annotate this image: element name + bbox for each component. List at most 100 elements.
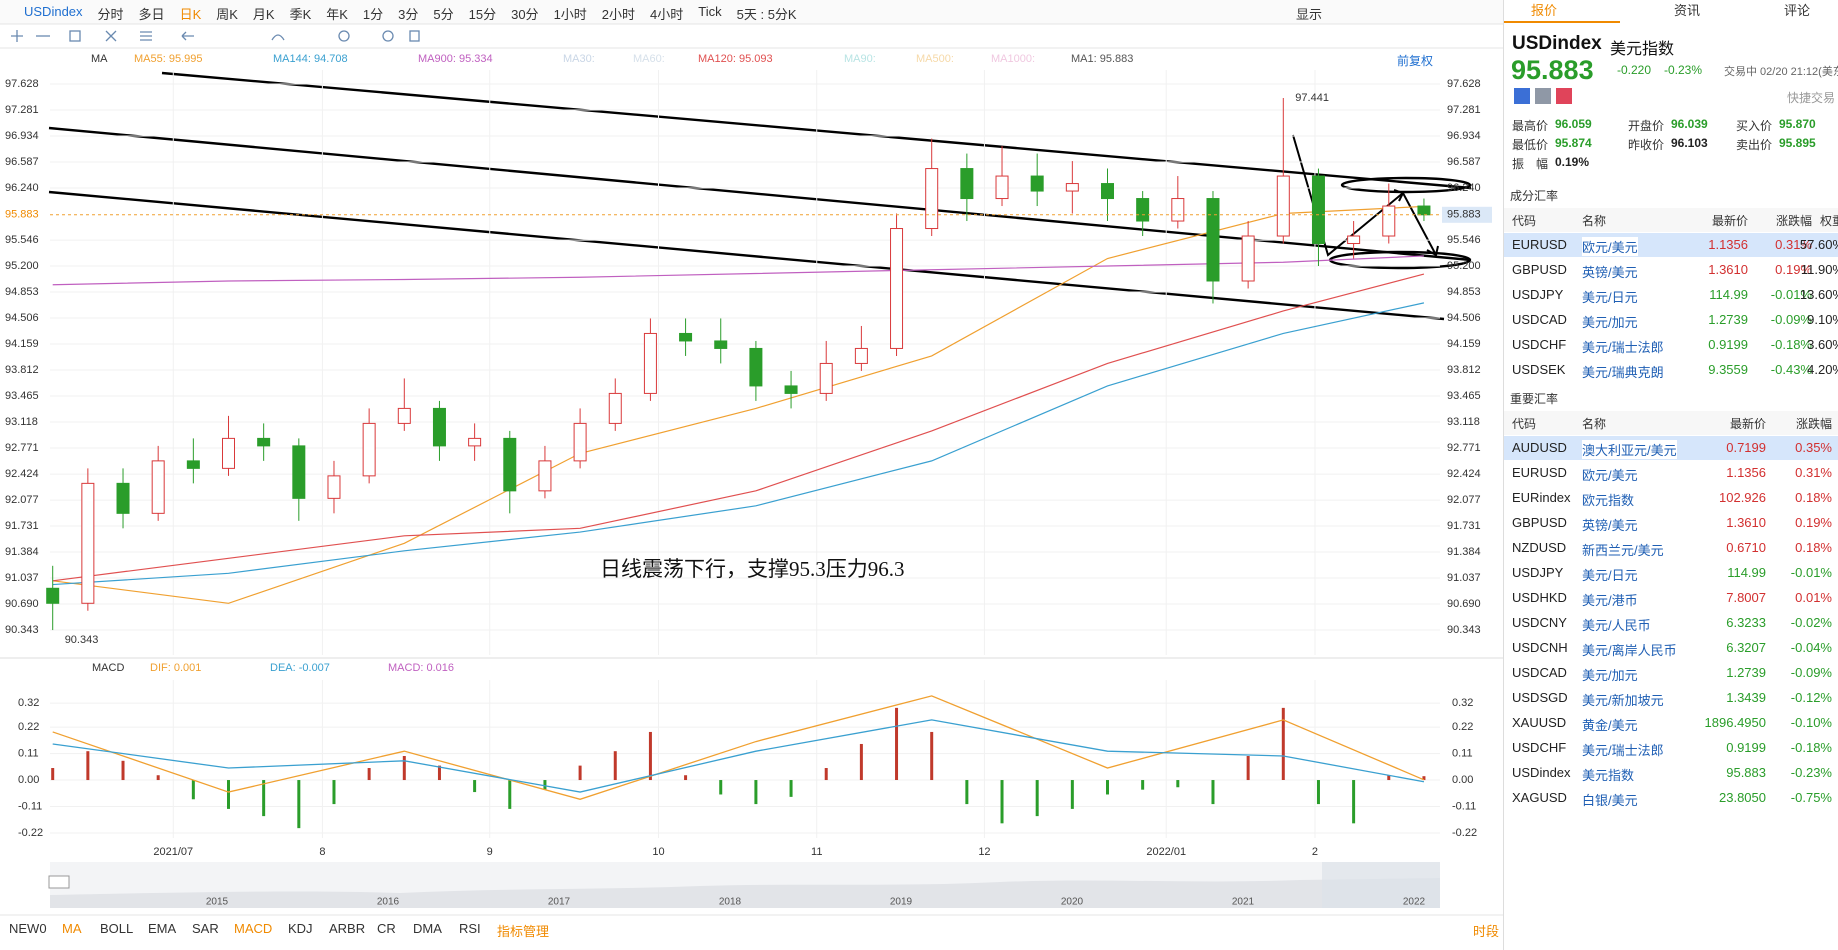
period-tab[interactable]: 30分: [511, 7, 539, 22]
indicator-tab[interactable]: MACD: [234, 921, 273, 936]
y-tick-label: 90.690: [1447, 598, 1481, 610]
indicator-tab[interactable]: NEW0: [9, 921, 47, 936]
indicator-tab[interactable]: RSI: [459, 921, 481, 936]
table-cell: 美元/离岸人民币: [1582, 643, 1677, 658]
arrow-tool[interactable]: [181, 31, 194, 41]
candle-body: [1347, 235, 1361, 245]
table-header[interactable]: 最新价: [1711, 214, 1748, 228]
y-tick-label: 92.424: [5, 468, 39, 480]
candle-body: [81, 482, 95, 604]
period-tab[interactable]: 5分: [433, 7, 454, 22]
table-cell: 1.2739: [1726, 665, 1766, 680]
ma-legend-item: MA90:: [844, 53, 876, 65]
indicator-tab[interactable]: ARBR: [329, 921, 366, 936]
indicator-tab[interactable]: DMA: [413, 921, 442, 936]
indicator-name[interactable]: MA: [91, 53, 108, 65]
table-cell: -0.01%: [1790, 565, 1832, 580]
period-tab[interactable]: 日K: [179, 7, 202, 22]
table-cell: USDSGD: [1512, 690, 1568, 705]
symbol[interactable]: USDindex: [24, 4, 83, 19]
table-header[interactable]: 最新价: [1729, 417, 1766, 431]
x-tick-label: 8: [319, 846, 325, 858]
indicator-tab[interactable]: KDJ: [288, 921, 313, 936]
quote-change-pct: -0.23%: [1664, 63, 1703, 77]
table-cell: 欧元指数: [1582, 493, 1635, 508]
indicator-tab[interactable]: MA: [62, 921, 82, 936]
panel-tab[interactable]: 资讯: [1674, 3, 1701, 18]
lock-tool[interactable]: [382, 30, 394, 42]
y-tick-label: -0.11: [1452, 800, 1476, 812]
adjust-mode[interactable]: 前复权: [1397, 54, 1434, 68]
table-header[interactable]: 代码: [1512, 417, 1537, 431]
period-tab[interactable]: 季K: [289, 7, 312, 22]
y-tick-label: 91.731: [5, 520, 39, 532]
period-tab[interactable]: 15分: [468, 7, 497, 22]
session-button[interactable]: 时段: [1473, 924, 1500, 939]
indicator-tab[interactable]: CR: [377, 921, 396, 936]
period-tab[interactable]: 月K: [252, 7, 275, 22]
stat-value: 95.874: [1555, 136, 1592, 150]
table-header[interactable]: 代码: [1512, 214, 1537, 228]
indicator-tab[interactable]: BOLL: [100, 921, 134, 936]
fib-tool[interactable]: [140, 31, 152, 41]
rect-tool[interactable]: [69, 30, 81, 42]
indicator-tab[interactable]: SAR: [192, 921, 219, 936]
table-cell: USDindex: [1512, 765, 1571, 780]
candle-body: [46, 587, 60, 604]
table-header[interactable]: 涨跌幅: [1775, 214, 1812, 228]
table-cell: 1.2739: [1708, 312, 1748, 327]
period-tab[interactable]: 多日: [138, 7, 165, 22]
selected-row[interactable]: [1504, 233, 1838, 257]
y-tick-label: 97.281: [5, 104, 39, 116]
table-header[interactable]: 权重: [1819, 214, 1838, 228]
curve-tool[interactable]: [271, 34, 285, 41]
fork-tool[interactable]: [105, 30, 117, 42]
table-header[interactable]: 名称: [1582, 417, 1607, 431]
period-tab[interactable]: 1小时: [553, 7, 587, 22]
period-tab[interactable]: 年K: [326, 7, 348, 22]
panel-tab[interactable]: 评论: [1784, 3, 1811, 18]
period-tab[interactable]: 4小时: [650, 7, 684, 22]
move-tool[interactable]: [11, 30, 23, 42]
period-tab[interactable]: 周K: [216, 7, 238, 22]
indicator-name: MACD: [92, 662, 124, 674]
x-tick-label: 2022/01: [1146, 846, 1186, 858]
analysis-note: 日线震荡下行，支撑95.3压力96.3: [600, 557, 905, 581]
period-tab[interactable]: 3分: [398, 7, 419, 22]
table-cell: 1.3610: [1726, 515, 1766, 530]
table-cell: 欧元/美元: [1582, 468, 1638, 483]
stat-value: 0.19%: [1555, 155, 1590, 169]
section-title: 成分汇率: [1510, 189, 1559, 203]
period-tab[interactable]: 分时: [97, 7, 124, 22]
quick-trade[interactable]: 快捷交易: [1787, 91, 1836, 105]
y-tick-label: 0.11: [1452, 747, 1473, 759]
table-cell: 102.926: [1719, 490, 1766, 505]
period-tab[interactable]: 1分: [362, 7, 384, 22]
y-tick-label: 96.587: [1447, 156, 1481, 168]
y-tick-label: 96.934: [1447, 130, 1481, 142]
hide-tool[interactable]: [338, 30, 350, 42]
overview-handle[interactable]: [48, 875, 70, 889]
table-cell: 新西兰元/美元: [1582, 543, 1664, 558]
table-header[interactable]: 涨跌幅: [1795, 417, 1832, 431]
stat-label: 开盘价: [1628, 119, 1665, 133]
table-cell: 0.9199: [1726, 740, 1766, 755]
y-tick-label: 0.22: [18, 721, 39, 733]
table-header[interactable]: 名称: [1582, 214, 1607, 228]
indicator-manage[interactable]: 指标管理: [497, 924, 550, 939]
table-cell: 美元/人民币: [1582, 618, 1651, 633]
display-menu[interactable]: 显示: [1296, 7, 1323, 22]
period-tab[interactable]: 5天 : 5分K: [736, 7, 797, 22]
drawing-tools[interactable]: [11, 30, 420, 42]
user-drawings: [48, 71, 1472, 321]
ma-line: [52, 205, 1424, 604]
quote-icons[interactable]: [1514, 88, 1572, 104]
overview-window[interactable]: [1322, 862, 1440, 908]
delete-tool[interactable]: [409, 30, 420, 42]
period-tab[interactable]: Tick: [698, 4, 722, 19]
indicator-tab[interactable]: EMA: [148, 921, 177, 936]
period-tab[interactable]: 2小时: [601, 7, 636, 22]
panel-tab[interactable]: 报价: [1531, 3, 1558, 18]
y-tick-label: 93.812: [5, 364, 39, 376]
